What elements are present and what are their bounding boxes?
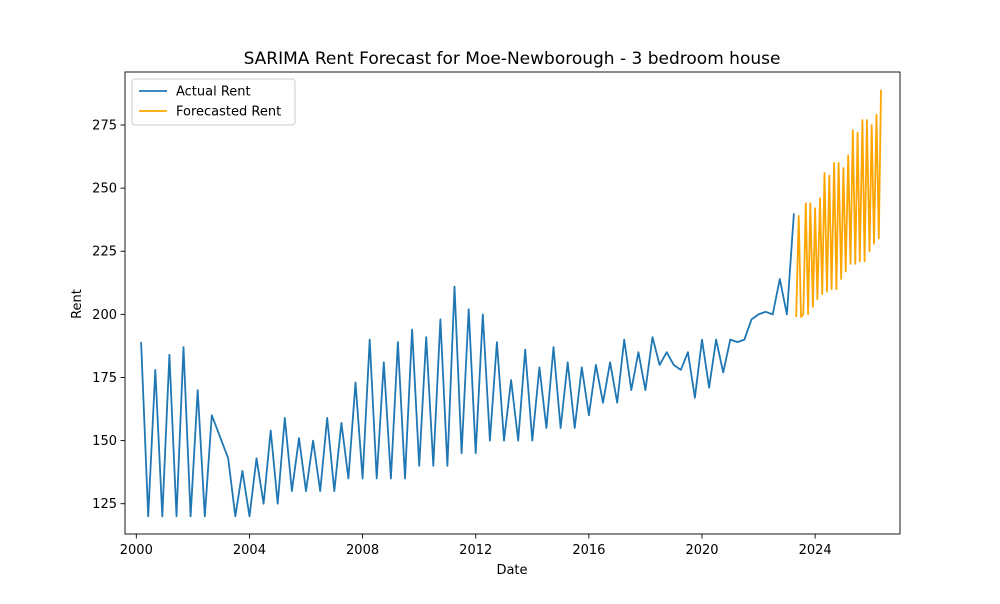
x-axis-label: Date (496, 563, 527, 578)
y-tick-label: 200 (92, 308, 117, 323)
x-tick-label: 2004 (233, 543, 266, 558)
y-tick-label: 225 (92, 245, 117, 260)
legend-box (131, 78, 296, 126)
series-line-actual-rent (140, 213, 795, 518)
chart-title: SARIMA Rent Forecast for Moe-Newborough … (244, 49, 781, 69)
x-tick-label: 2008 (346, 543, 379, 558)
series-line-forecasted-rent (795, 89, 882, 318)
y-tick-label: 250 (92, 182, 117, 197)
legend: Actual Rent Forecasted Rent (131, 78, 296, 126)
x-tick-label: 2000 (120, 543, 153, 558)
legend-label: Actual Rent (176, 85, 251, 100)
y-axis-label: Rent (70, 289, 85, 319)
y-tick-label: 150 (92, 434, 117, 449)
x-tick-label: 2012 (459, 543, 492, 558)
y-tick-label: 275 (92, 119, 117, 134)
legend-label: Forecasted Rent (176, 105, 281, 120)
x-tick-label: 2024 (799, 543, 832, 558)
x-tick-label: 2020 (685, 543, 718, 558)
plot-area: 2000 2004 2008 2012 2016 2020 2024 125 150 175 200… (92, 71, 901, 558)
y-tick-label: 125 (92, 497, 117, 512)
y-tick-label: 175 (92, 371, 117, 386)
x-tick-label: 2016 (572, 543, 605, 558)
plot-frame (124, 71, 901, 535)
